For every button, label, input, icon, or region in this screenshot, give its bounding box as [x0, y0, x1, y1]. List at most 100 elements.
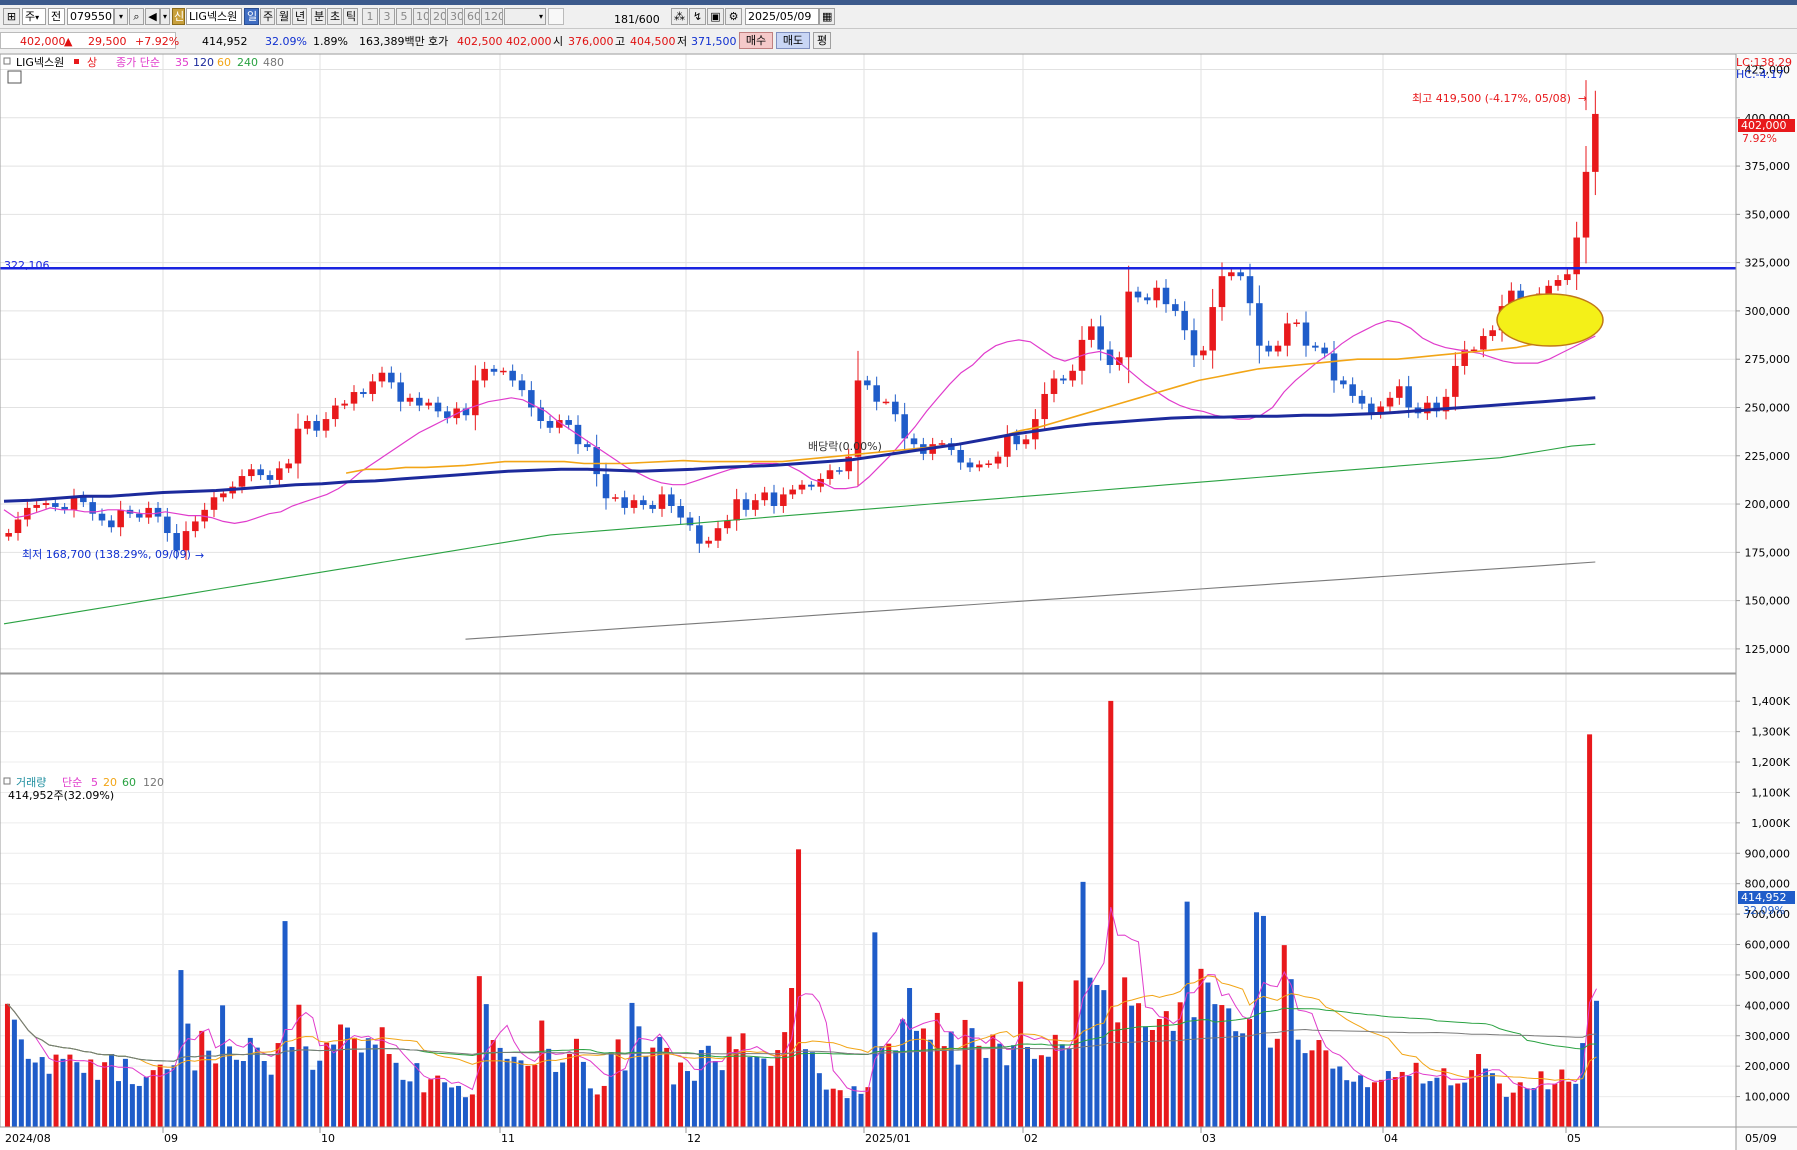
stock-chart[interactable]: 2024/08 09 10 11 12 2025/01 02 03 04 05 05/09 125,0… — [0, 54, 1797, 1150]
axes: 2024/08 09 10 11 12 2025/01 02 03 04 05 05/09 125,0… — [0, 54, 1797, 1150]
grid-tool-icon[interactable]: ⁂ — [671, 8, 688, 25]
volume-bar — [969, 1028, 975, 1127]
volume-bar — [206, 1050, 212, 1127]
tab-year[interactable]: 년 — [292, 8, 307, 25]
eval-button[interactable]: 평 — [813, 32, 831, 49]
candle-body — [266, 475, 274, 480]
candle-body — [1386, 397, 1394, 407]
candle-body — [369, 381, 376, 394]
volume-tick-label: 800,000 — [1745, 878, 1791, 891]
interval-1[interactable]: 1 — [362, 8, 378, 25]
search-icon[interactable]: ⌕ — [129, 8, 144, 25]
candle-body — [1508, 290, 1515, 307]
volume-bar — [282, 921, 288, 1127]
volume-bar — [393, 1062, 399, 1127]
candle-body — [649, 505, 656, 509]
volume-bar — [67, 1054, 73, 1127]
x-tick-label: 2024/08 — [5, 1132, 51, 1145]
gear-icon[interactable]: ⚙ — [725, 8, 742, 25]
candle-body — [798, 484, 806, 490]
interval-120[interactable]: 120 — [481, 8, 503, 25]
volume-tick-label: 1,400K — [1751, 695, 1790, 708]
layout-icon[interactable]: ⊞ — [3, 8, 20, 25]
tab-week[interactable]: 주 — [260, 8, 275, 25]
item-type-select[interactable]: 전 — [48, 8, 65, 25]
candle-body — [1461, 349, 1468, 366]
volume-bar — [351, 1037, 357, 1127]
price-change: 29,500 — [88, 35, 127, 48]
volume-ma-120 — [7, 1003, 1597, 1062]
calendar-icon[interactable] — [7, 70, 22, 84]
save-icon[interactable]: ▣ — [707, 8, 724, 25]
ask-price: 402,500 — [457, 35, 503, 48]
tab-second[interactable]: 초 — [327, 8, 342, 25]
candle-body — [500, 370, 507, 373]
volume-bar — [1226, 1008, 1232, 1127]
calendar-icon[interactable]: ▦ — [819, 8, 835, 25]
volume-tick-label: 500,000 — [1745, 969, 1791, 982]
candle-body — [416, 397, 423, 406]
volume-bar — [1580, 1043, 1586, 1127]
tab-tick[interactable]: 틱 — [343, 8, 358, 25]
date-input[interactable]: 2025/05/09 — [745, 8, 819, 25]
stock-name-field[interactable]: LIG넥스원 — [186, 8, 242, 25]
price-tick-label: 300,000 — [1745, 305, 1791, 318]
sell-button[interactable]: 매도 — [776, 32, 810, 49]
candle-body — [1022, 439, 1030, 445]
volume-bar — [1129, 1005, 1135, 1127]
chevron-down-icon: ▾ — [35, 13, 40, 22]
volume-pane — [4, 700, 1600, 1127]
candle-body — [1582, 171, 1590, 238]
tab-minute[interactable]: 분 — [311, 8, 326, 25]
scroll-left-icon[interactable] — [548, 8, 564, 25]
ma-line-35 — [3, 319, 1596, 525]
stock-code-input[interactable]: 079550 — [67, 8, 114, 25]
code-dropdown-chevron-icon[interactable]: ▾ — [114, 8, 128, 25]
volume-bar — [88, 1059, 94, 1127]
volume-bar — [1122, 977, 1128, 1127]
interval-60[interactable]: 60 — [464, 8, 480, 25]
interval-3[interactable]: 3 — [379, 8, 395, 25]
candle-body — [901, 414, 908, 439]
volume-bar — [1489, 1073, 1495, 1127]
volume-bar — [95, 1079, 101, 1127]
candle-body — [938, 443, 946, 445]
candle-body — [556, 420, 563, 428]
volume-bar — [747, 1057, 753, 1127]
candle-body — [1349, 384, 1356, 396]
buy-button[interactable]: 매수 — [739, 32, 773, 49]
speaker-icon[interactable]: ◀ — [145, 8, 160, 25]
volume-bar — [129, 1084, 135, 1127]
x-tick-label: 10 — [321, 1132, 335, 1145]
tab-day[interactable]: 일 — [244, 8, 259, 25]
volume-legend-ma-20: 20 — [103, 776, 117, 789]
candle-body — [154, 507, 162, 517]
interval-20[interactable]: 20 — [430, 8, 446, 25]
volume-bar — [1344, 1080, 1350, 1127]
interval-10[interactable]: 10 — [413, 8, 429, 25]
chevron-down-icon[interactable]: ▾ — [160, 8, 170, 25]
volume-bar — [1018, 981, 1024, 1127]
volume-bar — [525, 1065, 531, 1127]
candle-body — [33, 505, 40, 508]
interval-dropdown[interactable]: ▾ — [504, 8, 546, 25]
candle-body — [546, 421, 554, 428]
window-titlebar — [0, 0, 1797, 5]
candle-body — [1032, 419, 1039, 440]
volume-bar — [768, 1065, 774, 1127]
volume-bar — [594, 1094, 600, 1127]
candle-body — [621, 497, 628, 508]
period-select[interactable]: 주▾ — [22, 8, 46, 25]
volume-tick-label: 100,000 — [1745, 1091, 1791, 1104]
volume-bar — [775, 1050, 781, 1127]
interval-30[interactable]: 30 — [447, 8, 463, 25]
candle-body — [528, 390, 535, 408]
volume-bar — [1059, 1044, 1065, 1127]
tab-month[interactable]: 월 — [276, 8, 291, 25]
interval-5[interactable]: 5 — [396, 8, 412, 25]
candle-body — [1340, 380, 1347, 385]
draw-tool-icon[interactable]: ↯ — [689, 8, 706, 25]
candle-body — [434, 402, 442, 412]
volume-bar — [150, 1070, 156, 1127]
price-tick-label: 325,000 — [1745, 257, 1791, 270]
